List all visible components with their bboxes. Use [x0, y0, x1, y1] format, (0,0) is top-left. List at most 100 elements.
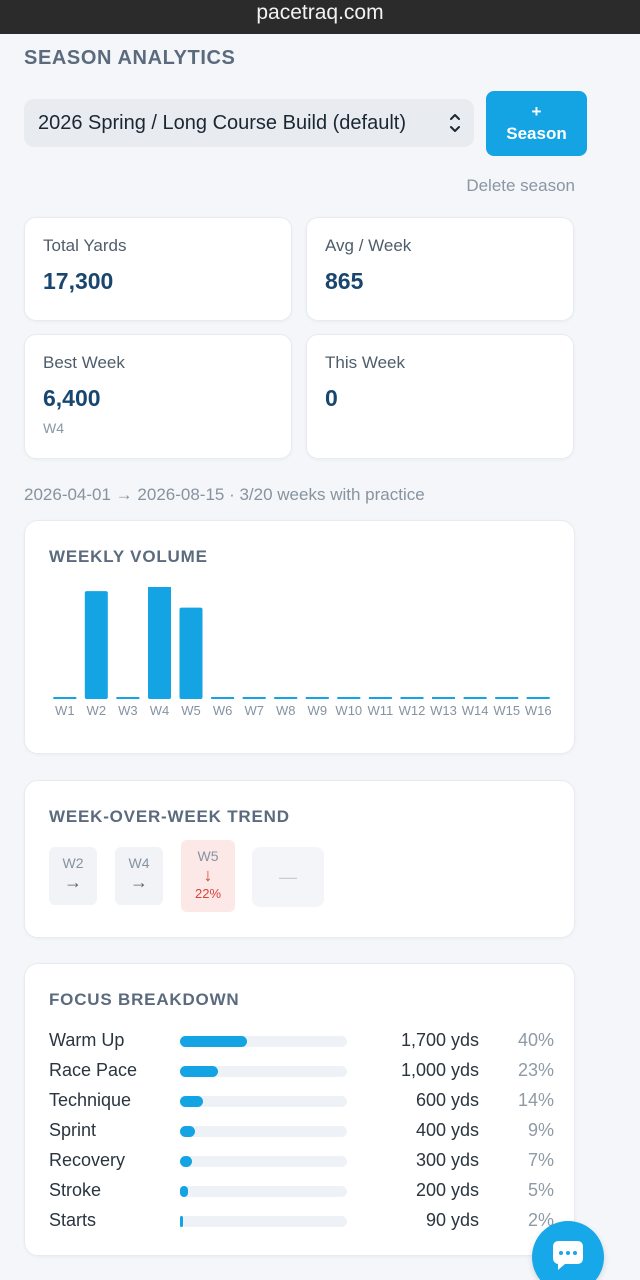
bar-w4: [148, 587, 171, 699]
arrow-down-icon: ↓: [203, 865, 213, 885]
stat-card-total-yards: Total Yards 17,300: [24, 217, 292, 321]
arrow-right-icon: →: [130, 872, 148, 892]
x-tick-label: W7: [244, 703, 264, 718]
weekly-volume-chart: W1 W2 W3 W4 W5 W6 W7 W8 W9 W10 W11 W12 W13 W14 W15 W16: [49, 587, 554, 747]
focus-row: Technique 600 yds 14%: [49, 1090, 554, 1114]
season-select-value: 2026 Spring / Long Course Build (default…: [38, 112, 407, 134]
x-tick-label: W4: [150, 703, 170, 718]
focus-row: Recovery 300 yds 7%: [49, 1150, 554, 1174]
focus-yards: 200 yds: [415, 1180, 479, 1200]
focus-label: Recovery: [49, 1150, 126, 1170]
focus-row: Race Pace 1,000 yds 23%: [49, 1060, 554, 1084]
focus-bar-fill: [180, 1096, 203, 1107]
focus-label: Warm Up: [49, 1030, 125, 1050]
bar-w13: [432, 697, 455, 699]
focus-bar-track: [180, 1096, 347, 1107]
x-tick-label: W15: [493, 703, 520, 718]
focus-percent: 14%: [517, 1090, 554, 1110]
add-season-label: Season: [506, 124, 567, 143]
x-tick-label: W12: [399, 703, 426, 718]
bar-w2: [84, 591, 108, 699]
trend-placeholder: —: [252, 847, 324, 907]
focus-bar-track: [180, 1126, 347, 1137]
x-tick-label: W10: [335, 703, 362, 718]
stat-card-best-week: Best Week 6,400 W4: [24, 334, 292, 459]
x-tick-label: W11: [368, 703, 394, 718]
stat-card-avg-week: Avg / Week 865: [306, 217, 574, 321]
trend-panel: WEEK-OVER-WEEK TREND W2 → W4 → W5 ↓ 22% …: [24, 780, 575, 938]
focus-bar-track: [180, 1036, 347, 1047]
focus-label: Stroke: [49, 1180, 102, 1200]
stat-card-this-week: This Week 0: [306, 334, 574, 459]
focus-bar-fill: [180, 1156, 192, 1167]
stat-value: 865: [325, 268, 364, 294]
focus-label: Race Pace: [49, 1060, 138, 1080]
focus-percent: 40%: [517, 1030, 554, 1050]
weekly-volume-title: WEEKLY VOLUME: [49, 547, 208, 566]
add-season-button[interactable]: + Season: [486, 91, 587, 156]
focus-percent: 9%: [527, 1120, 554, 1140]
focus-bar-fill: [180, 1186, 188, 1197]
focus-percent: 23%: [517, 1060, 554, 1080]
bar-w8: [274, 697, 298, 699]
focus-percent: 7%: [527, 1150, 554, 1170]
focus-bar-fill: [180, 1216, 183, 1227]
focus-label: Starts: [49, 1210, 97, 1230]
focus-yards: 400 yds: [415, 1120, 479, 1140]
stat-value: 6,400: [43, 385, 101, 411]
stat-sub: W4: [43, 420, 64, 436]
trend-week: W2: [62, 855, 84, 871]
bar-w11: [368, 697, 392, 699]
focus-percent: 5%: [527, 1180, 554, 1200]
x-tick-label: W16: [525, 703, 552, 718]
weekly-volume-svg: W1 W2 W3 W4 W5 W6 W7 W8 W9 W10 W11 W12 W13 W14 W15 W16: [53, 587, 552, 718]
x-tick-label: W5: [181, 703, 201, 718]
add-season-plus: +: [531, 102, 542, 121]
url-text: pacetraq.com: [256, 1, 384, 24]
focus-bar-fill: [180, 1036, 247, 1047]
bar-w6: [211, 697, 235, 699]
stat-value: 17,300: [43, 268, 114, 294]
focus-label: Sprint: [49, 1120, 97, 1140]
bar-w15: [495, 697, 519, 699]
page-title: SEASON ANALYTICS: [24, 47, 236, 69]
stat-label: This Week: [325, 353, 405, 372]
trend-week: W5: [197, 848, 219, 864]
bar-w3: [116, 697, 140, 699]
focus-row: Warm Up 1,700 yds 40%: [49, 1030, 554, 1054]
x-tick-label: W3: [118, 703, 137, 718]
trend-chip-w5: W5 ↓ 22%: [181, 840, 235, 912]
bar-w12: [400, 697, 424, 699]
delete-season-link[interactable]: Delete season: [466, 176, 575, 195]
x-tick-label: W9: [308, 703, 328, 718]
season-range-text: 2026-04-01 → 2026-08-15 · 3/20 weeks wit…: [24, 485, 425, 504]
focus-label: Technique: [49, 1090, 132, 1110]
focus-yards: 90 yds: [425, 1210, 479, 1230]
bar-w9: [305, 697, 329, 699]
bar-w10: [337, 697, 361, 699]
chat-button[interactable]: [532, 1221, 604, 1280]
trend-chip-w2: W2 →: [49, 847, 97, 905]
bar-w16: [526, 697, 550, 699]
season-select[interactable]: 2026 Spring / Long Course Build (default…: [24, 99, 474, 147]
trend-change-percent: 22%: [194, 886, 222, 901]
focus-yards: 600 yds: [415, 1090, 479, 1110]
x-tick-label: W2: [87, 703, 107, 718]
browser-url-bar[interactable]: pacetraq.com: [0, 0, 640, 34]
chevron-up-down-icon: [448, 99, 462, 165]
arrow-right-icon: →: [64, 872, 82, 892]
stat-label: Avg / Week: [325, 236, 412, 255]
focus-bar-track: [180, 1216, 347, 1227]
x-tick-label: W8: [276, 703, 296, 718]
focus-percent: 2%: [527, 1210, 554, 1230]
x-tick-label: W6: [213, 703, 233, 718]
trend-week: W4: [128, 855, 150, 871]
bar-w7: [242, 697, 266, 699]
x-tick-label: W1: [55, 703, 75, 718]
focus-row: Sprint 400 yds 9%: [49, 1120, 554, 1144]
weekly-volume-panel: WEEKLY VOLUME W1 W2 W3 W4 W5 W6 W7 W8 W9 W10 W11 W1…: [24, 520, 575, 754]
focus-bar-track: [180, 1156, 347, 1167]
trend-title: WEEK-OVER-WEEK TREND: [49, 807, 290, 826]
focus-yards: 1,000 yds: [400, 1060, 479, 1080]
stat-label: Total Yards: [43, 236, 127, 255]
